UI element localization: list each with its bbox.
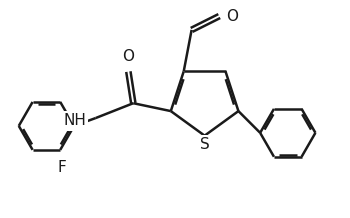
Text: S: S [200, 137, 210, 152]
Text: NH: NH [63, 114, 86, 128]
Text: O: O [122, 49, 134, 64]
Text: O: O [226, 9, 238, 24]
Text: F: F [58, 160, 66, 175]
